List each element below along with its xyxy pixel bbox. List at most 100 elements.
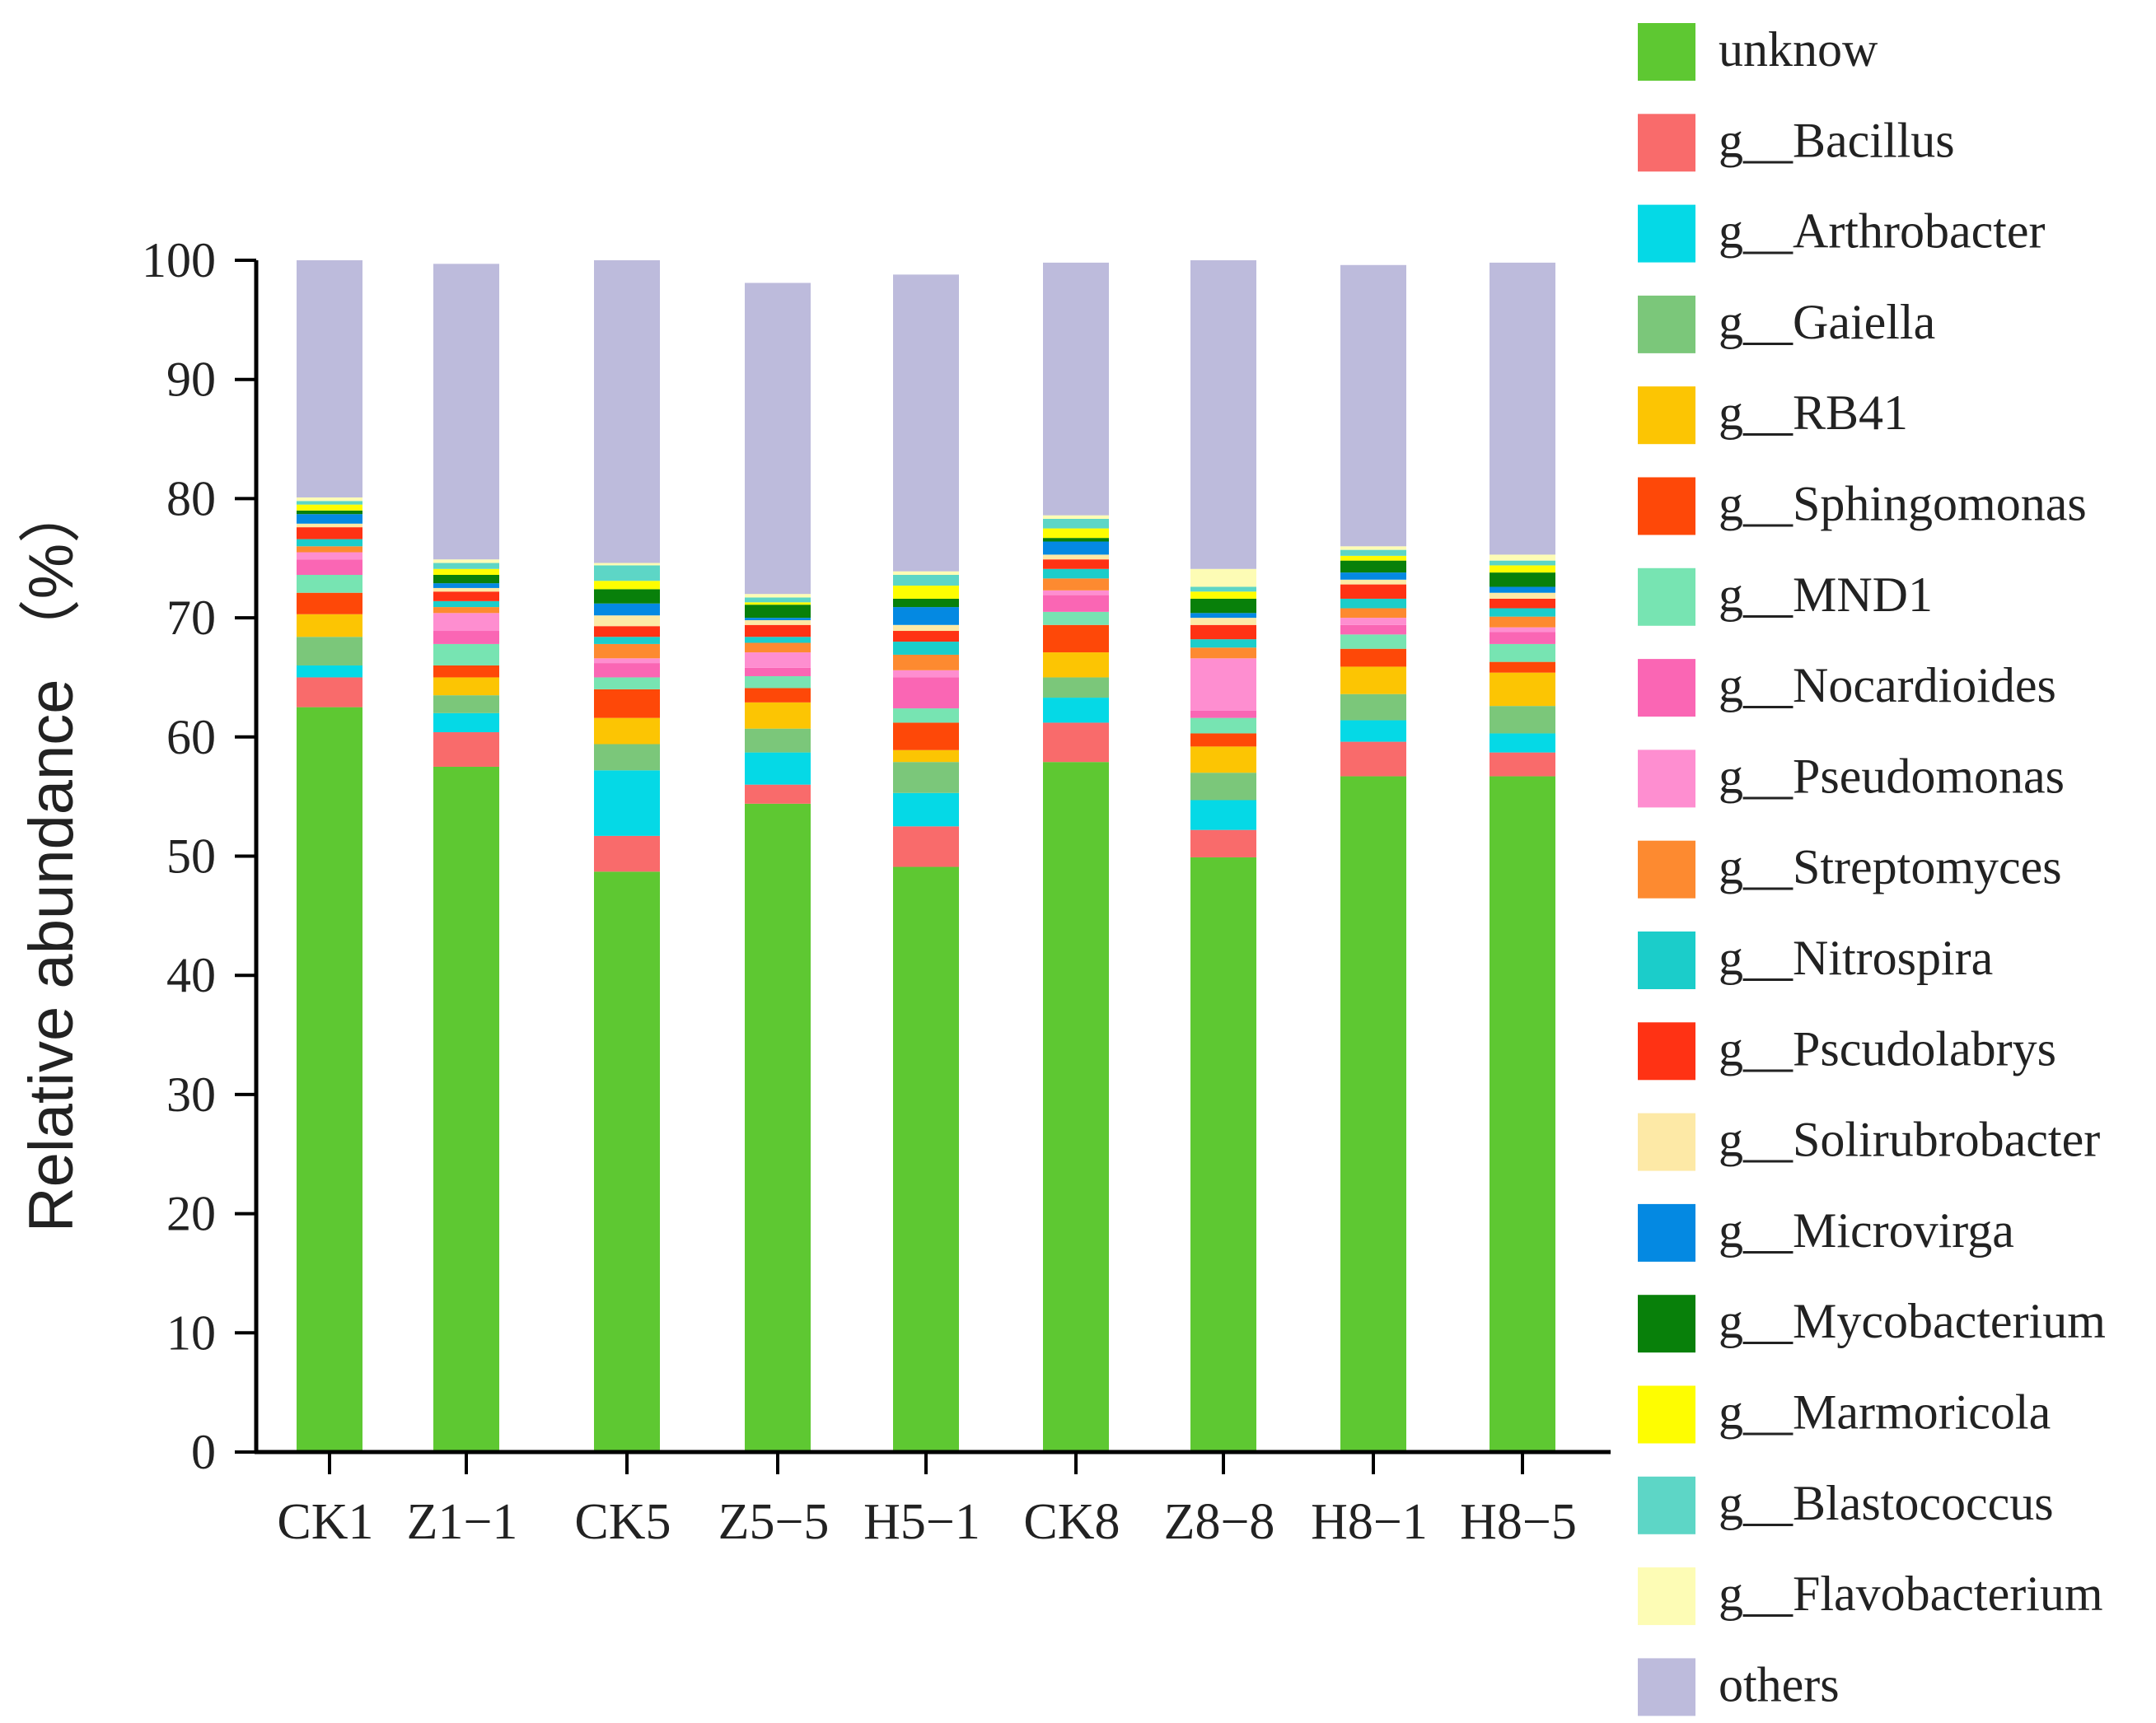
bar-segment-6-8	[1190, 658, 1256, 711]
legend-swatch	[1638, 840, 1695, 899]
bar-segment-7-0	[1340, 776, 1406, 1452]
bar-segment-6-12	[1190, 618, 1256, 625]
bar-segment-7-16	[1340, 549, 1406, 556]
bar-segment-7-9	[1340, 608, 1406, 619]
bar-segment-7-3	[1340, 693, 1406, 721]
bar-segment-1-6	[433, 643, 499, 665]
bar-segment-2-18	[594, 260, 660, 563]
bar-segment-2-1	[594, 835, 660, 872]
bar-segment-8-7	[1490, 632, 1555, 644]
bar-segment-0-8	[297, 552, 362, 560]
bar-segment-1-18	[433, 264, 499, 560]
bar-segment-0-9	[297, 546, 362, 553]
bar-segment-4-7	[893, 677, 959, 709]
bar-segment-2-12	[594, 615, 660, 627]
bar-segment-5-4	[1043, 652, 1109, 678]
bar-segment-4-8	[893, 670, 959, 678]
bar-segment-2-13	[594, 603, 660, 616]
bar-segment-7-11	[1340, 584, 1406, 599]
bar-segment-6-13	[1190, 613, 1256, 619]
bar-segment-8-3	[1490, 706, 1555, 734]
bar-segment-2-11	[594, 626, 660, 637]
bar-segment-1-10	[433, 600, 499, 608]
y-tick-label: 20	[166, 1187, 216, 1241]
bar-segment-2-3	[594, 744, 660, 771]
y-tick-label: 90	[166, 353, 216, 407]
bar-segment-3-5	[745, 688, 811, 703]
bar-segment-0-2	[297, 665, 362, 678]
legend-label: g__Nocardioides	[1719, 658, 2056, 712]
legend-label: g__Solirubrobacter	[1719, 1113, 2100, 1167]
bar-segment-4-17	[893, 571, 959, 576]
bar-segment-1-17	[433, 559, 499, 563]
x-tick-label: CK8	[1023, 1494, 1120, 1550]
y-tick-label: 10	[166, 1305, 216, 1360]
bar-segment-5-15	[1043, 528, 1109, 539]
bar-segment-1-16	[433, 563, 499, 569]
bar-segment-1-3	[433, 695, 499, 713]
bar-segment-2-17	[594, 563, 660, 566]
bar-segment-6-10	[1190, 639, 1256, 648]
legend-swatch	[1638, 659, 1695, 717]
bar-segment-6-4	[1190, 746, 1256, 773]
bar-segment-4-9	[893, 654, 959, 670]
legend-label: g__RB41	[1719, 385, 1908, 440]
bar-segment-4-4	[893, 749, 959, 763]
bar-segment-4-11	[893, 631, 959, 642]
legend-swatch	[1638, 114, 1695, 172]
y-axis-title: Relative abundance （%）	[16, 481, 87, 1233]
bar-segment-7-14	[1340, 560, 1406, 573]
bar-segment-2-14	[594, 589, 660, 604]
bar-segment-5-16	[1043, 518, 1109, 529]
bar-segment-4-3	[893, 762, 959, 793]
bar-segment-3-12	[745, 619, 811, 625]
bar-segment-7-15	[1340, 555, 1406, 561]
bar-segment-3-15	[745, 602, 811, 605]
bar-segment-0-13	[297, 514, 362, 524]
bar-segment-3-2	[745, 752, 811, 785]
bar-segment-5-7	[1043, 595, 1109, 612]
bar-segment-0-15	[297, 504, 362, 511]
bar-segment-2-0	[594, 871, 660, 1452]
bar-segment-6-15	[1190, 591, 1256, 599]
bar-segment-4-13	[893, 607, 959, 625]
bar-segment-8-0	[1490, 776, 1555, 1452]
bar-segment-0-7	[297, 559, 362, 576]
bar-segment-5-8	[1043, 590, 1109, 595]
bar-segment-7-6	[1340, 634, 1406, 649]
legend-swatch	[1638, 1295, 1695, 1353]
bar-segment-6-14	[1190, 598, 1256, 614]
bar-segment-1-12	[433, 587, 499, 592]
y-ticks-group: 0 10 20 30 40 50 60 70 80 90 100	[142, 233, 256, 1479]
legend-swatch	[1638, 749, 1695, 808]
bar-segment-3-18	[745, 282, 811, 595]
bar-segment-7-7	[1340, 624, 1406, 635]
bar-segment-6-7	[1190, 710, 1256, 718]
bar-segment-0-17	[297, 497, 362, 502]
bar-segment-3-6	[745, 676, 811, 689]
y-tick-label: 40	[166, 948, 216, 1002]
x-tick-label: Z8−8	[1164, 1494, 1275, 1550]
bar-segment-3-1	[745, 784, 811, 804]
bar-segment-8-16	[1490, 560, 1555, 566]
legend-label: g__Flavobacterium	[1719, 1567, 2103, 1621]
legend-swatch	[1638, 23, 1695, 81]
bar-segment-4-15	[893, 586, 959, 599]
bar-segment-4-1	[893, 826, 959, 867]
bar-segment-1-8	[433, 613, 499, 632]
bar-segment-5-2	[1043, 698, 1109, 723]
legend-swatch	[1638, 932, 1695, 989]
bar-segment-0-1	[297, 677, 362, 707]
bar-segment-2-4	[594, 717, 660, 745]
bar-segment-6-17	[1190, 568, 1256, 587]
legend-label: g__Arthrobacter	[1719, 204, 2046, 259]
bar-segment-7-8	[1340, 618, 1406, 625]
bar-segment-0-3	[297, 637, 362, 665]
legend-swatch	[1638, 1567, 1695, 1626]
legend-label: g__Pscudolabrys	[1719, 1021, 2056, 1076]
bar-segment-4-6	[893, 708, 959, 723]
bar-segment-3-16	[745, 597, 811, 603]
bar-segment-8-10	[1490, 608, 1555, 617]
y-tick-label: 70	[166, 591, 216, 645]
x-tick-label: H8−1	[1311, 1494, 1428, 1550]
